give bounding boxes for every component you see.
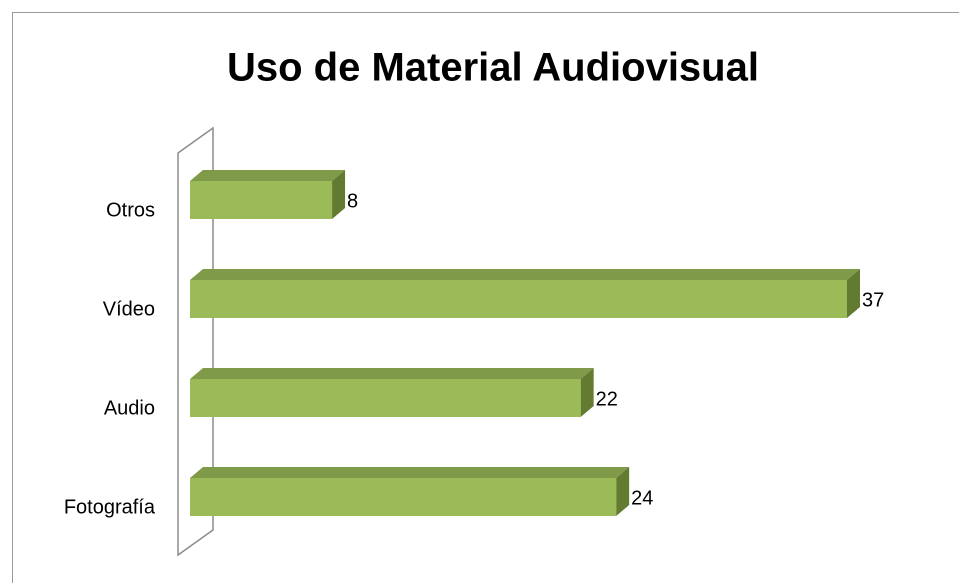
bar-top xyxy=(190,467,630,478)
y-tick-label: Vídeo xyxy=(103,298,155,320)
back-wall xyxy=(177,126,214,557)
bar-side xyxy=(332,170,346,219)
bar-front xyxy=(190,478,617,516)
bar-front xyxy=(190,280,847,318)
bar xyxy=(190,368,594,417)
bar-front xyxy=(190,379,581,417)
bar xyxy=(190,170,346,219)
bar-side xyxy=(847,269,860,318)
bar xyxy=(190,467,630,516)
chart-title: Uso de Material Audiovisual xyxy=(227,46,759,90)
y-tick-label: Fotografía xyxy=(64,496,156,518)
y-tick-label: Otros xyxy=(106,199,155,221)
data-label: 22 xyxy=(596,388,618,410)
bar-side xyxy=(580,368,594,417)
data-label: 24 xyxy=(631,487,653,509)
bar xyxy=(190,269,860,318)
data-label: 8 xyxy=(347,190,358,212)
data-label: 37 xyxy=(862,289,884,311)
bar-front xyxy=(190,181,333,219)
bar-top xyxy=(190,368,594,379)
bar-top xyxy=(190,170,346,181)
bar-side xyxy=(616,467,630,516)
y-tick-label: Audio xyxy=(104,397,155,419)
bar-top xyxy=(190,269,860,280)
